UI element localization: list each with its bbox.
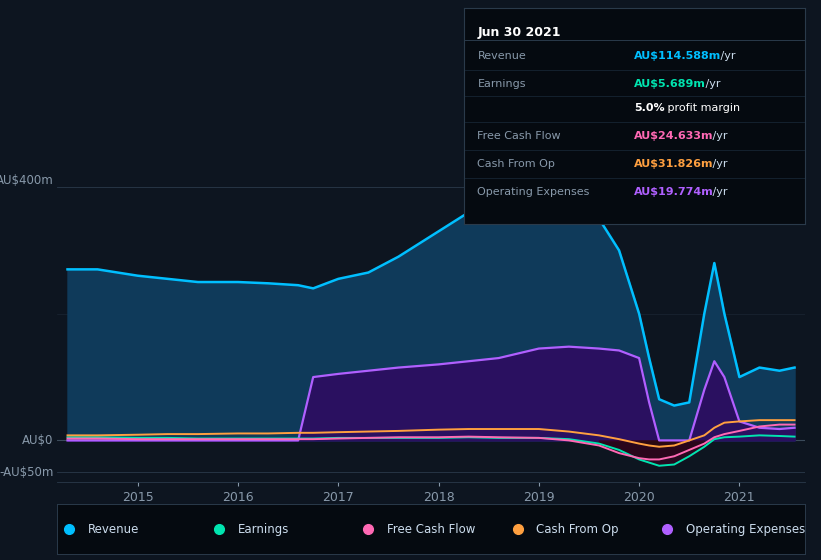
Text: AU$19.774m: AU$19.774m	[635, 186, 714, 197]
Text: Operating Expenses: Operating Expenses	[478, 186, 589, 197]
Text: profit margin: profit margin	[664, 102, 741, 113]
Text: Earnings: Earnings	[478, 79, 526, 89]
Text: AU$5.689m: AU$5.689m	[635, 79, 706, 89]
Text: /yr: /yr	[717, 51, 735, 61]
Text: AU$31.826m: AU$31.826m	[635, 158, 713, 169]
Text: AU$114.588m: AU$114.588m	[635, 51, 722, 61]
Text: Free Cash Flow: Free Cash Flow	[478, 130, 561, 141]
Text: Revenue: Revenue	[478, 51, 526, 61]
Text: AU$24.633m: AU$24.633m	[635, 130, 713, 141]
Text: Jun 30 2021: Jun 30 2021	[478, 26, 561, 39]
Text: AU$0: AU$0	[22, 434, 53, 447]
Text: Operating Expenses: Operating Expenses	[686, 522, 805, 536]
Text: AU$400m: AU$400m	[0, 174, 53, 187]
Text: Cash From Op: Cash From Op	[478, 158, 555, 169]
Text: 5.0%: 5.0%	[635, 102, 665, 113]
Text: /yr: /yr	[709, 130, 727, 141]
Text: Earnings: Earnings	[237, 522, 289, 536]
Text: -AU$50m: -AU$50m	[0, 465, 53, 479]
Text: Cash From Op: Cash From Op	[536, 522, 619, 536]
Text: /yr: /yr	[709, 186, 727, 197]
Text: /yr: /yr	[709, 158, 727, 169]
Text: /yr: /yr	[702, 79, 720, 89]
Text: Revenue: Revenue	[88, 522, 140, 536]
Text: Free Cash Flow: Free Cash Flow	[387, 522, 475, 536]
